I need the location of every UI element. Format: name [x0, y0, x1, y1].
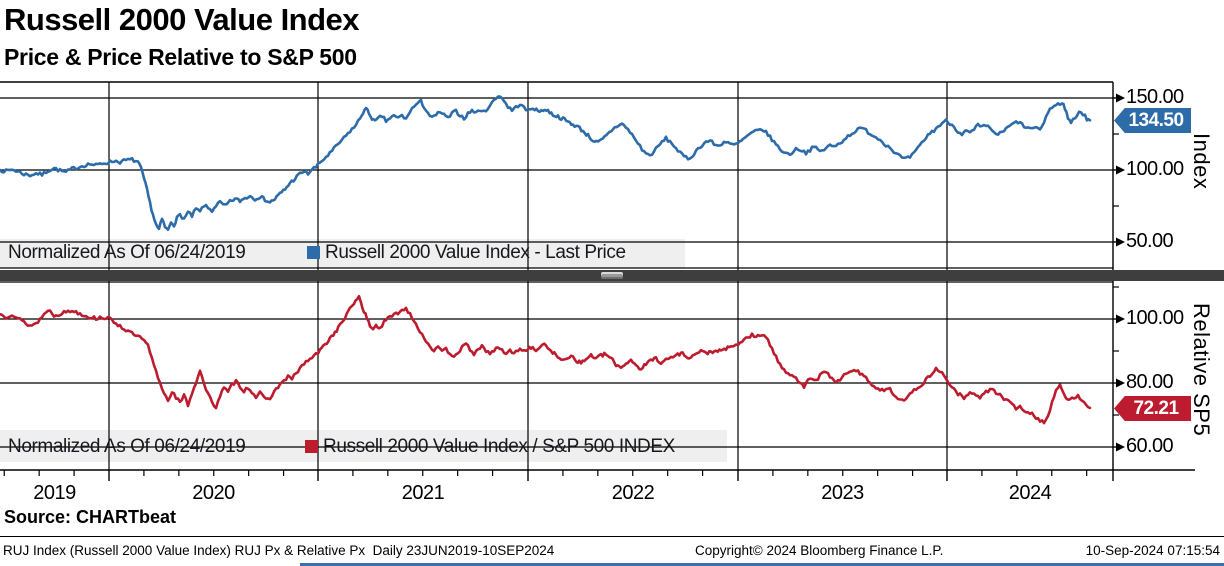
- x-axis-year-label-2021: 2021: [401, 482, 445, 504]
- relative-last-price-badge: 72.21: [1114, 396, 1191, 421]
- x-axis-year-label-2022: 2022: [611, 482, 655, 504]
- chart-title: Russell 2000 Value Index: [4, 2, 360, 37]
- axis-title-index: Index: [1189, 133, 1214, 190]
- index-axis-label-100: 100.00: [1126, 158, 1184, 180]
- x-axis-year-label-2023: 2023: [821, 482, 864, 504]
- relative-series-swatch-icon: [305, 440, 318, 453]
- index-axis-50-arrow-icon: [1116, 237, 1125, 247]
- index-series-swatch-icon: [307, 246, 320, 259]
- footer-divider: [0, 536, 1224, 537]
- rel-axis-100-arrow-icon: [1116, 314, 1125, 324]
- x-axis-year-label-2024: 2024: [1008, 482, 1052, 504]
- source-label: Source: CHARTbeat: [4, 507, 177, 527]
- rel-axis-label-60: 60.00: [1126, 435, 1174, 457]
- rel-axis-80-arrow-icon: [1116, 378, 1125, 388]
- series-line-index[interactable]: [0, 95, 1092, 231]
- index-axis-100-arrow-icon: [1116, 165, 1125, 175]
- top-legend-background: [0, 239, 685, 268]
- index-axis-label-50: 50.00: [1126, 230, 1174, 252]
- x-axis-year-label-2020: 2020: [192, 482, 235, 504]
- panel-splitter-handle[interactable]: [601, 272, 623, 279]
- rel-axis-60-arrow-icon: [1116, 442, 1125, 452]
- series-line-relative[interactable]: [0, 294, 1092, 425]
- bottom-legend-series-label[interactable]: Russell 2000 Value Index / S&P 500 INDEX: [323, 436, 675, 457]
- index-last-price-badge: 134.50: [1114, 108, 1191, 133]
- bottom-edge-accent: [300, 563, 1224, 566]
- index-axis-label-150: 150.00: [1126, 86, 1184, 108]
- bottom-legend-normalized-label: Normalized As Of 06/24/2019: [8, 436, 246, 457]
- x-axis-year-label-2019: 2019: [33, 482, 76, 504]
- chart-subtitle: Price & Price Relative to S&P 500: [4, 44, 357, 70]
- bottom-legend-background: [0, 430, 727, 462]
- rel-axis-label-80: 80.00: [1126, 371, 1174, 393]
- axis-title-relative-sp5: Relative SP5: [1189, 303, 1214, 437]
- top-legend-series-label[interactable]: Russell 2000 Value Index - Last Price: [325, 242, 626, 263]
- top-legend-normalized-label: Normalized As Of 06/24/2019: [8, 242, 246, 263]
- rel-axis-label-100: 100.00: [1126, 307, 1184, 329]
- footer-security-info: RUJ Index (Russell 2000 Value Index) RUJ…: [3, 543, 555, 558]
- footer-copyright: Copyright© 2024 Bloomberg Finance L.P.: [695, 543, 944, 558]
- index-axis-150-arrow-icon: [1116, 93, 1125, 103]
- footer-datetime: 10-Sep-2024 07:15:54: [1085, 543, 1220, 558]
